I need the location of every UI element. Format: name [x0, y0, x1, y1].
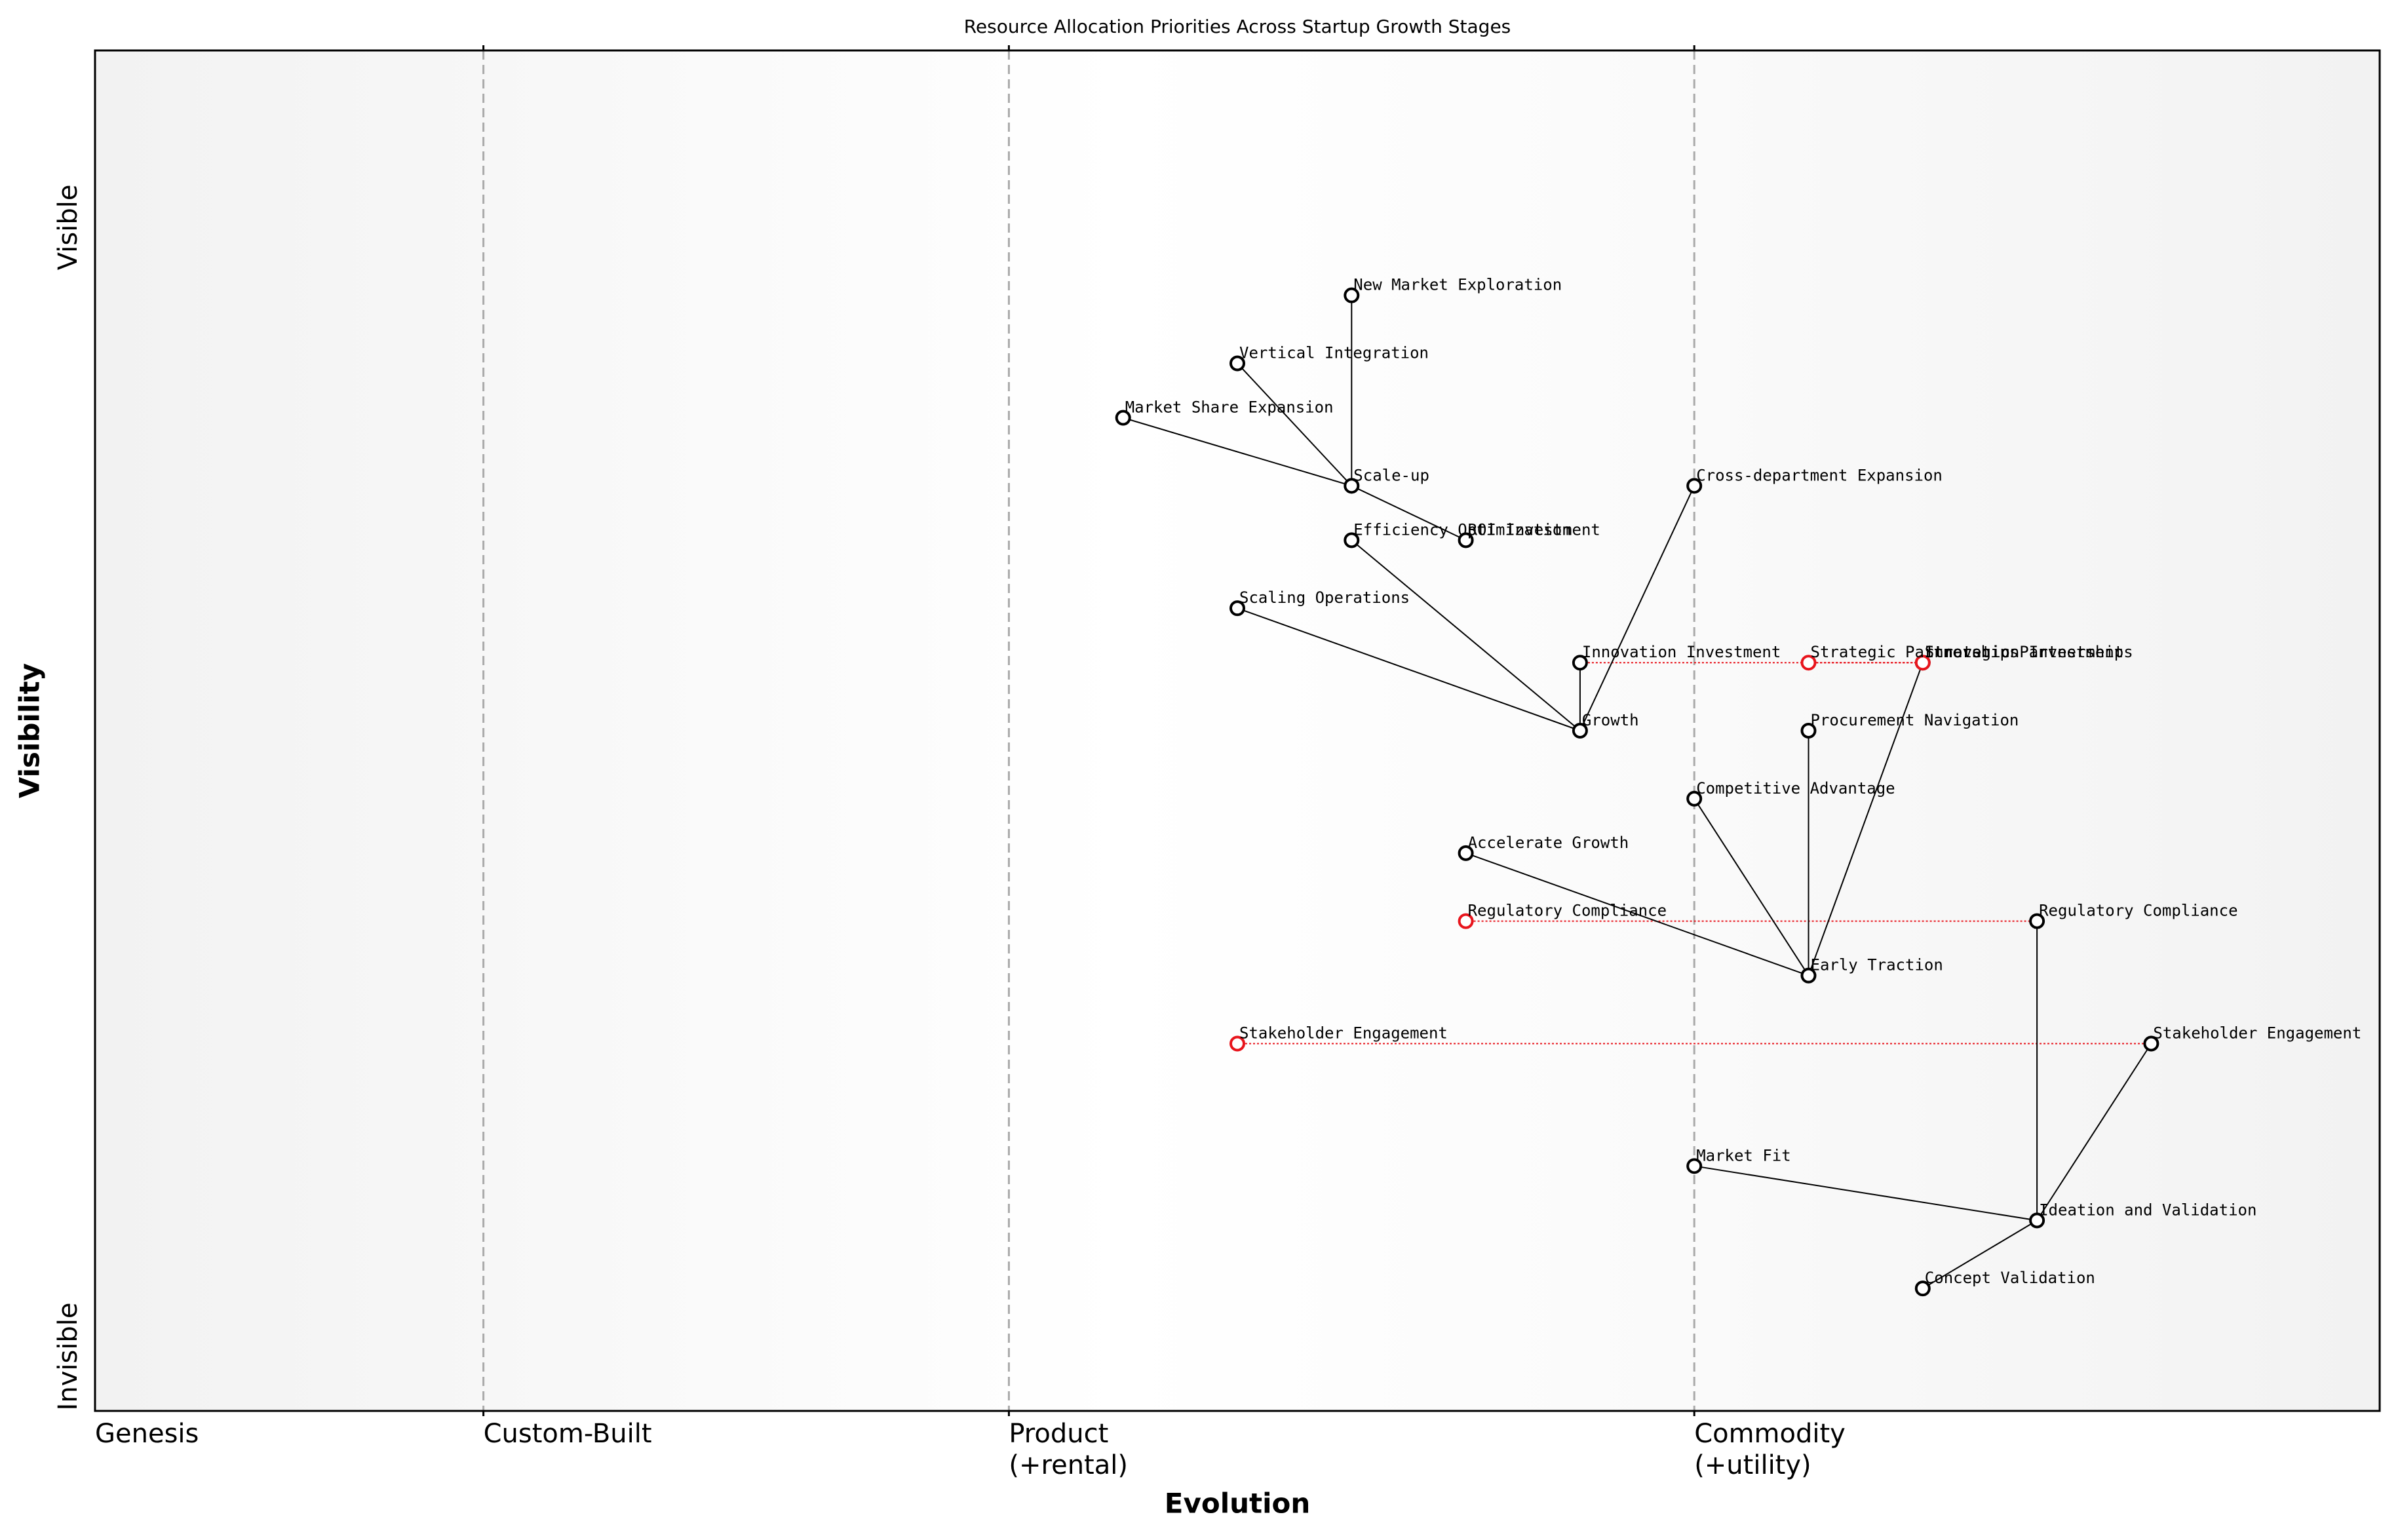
component-label: Growth	[1582, 711, 1639, 729]
component-node	[1914, 1280, 1931, 1297]
y-tick-label: Visible	[53, 185, 83, 271]
component-label: Early Traction	[1811, 956, 1943, 974]
component-node	[1800, 723, 1817, 739]
component-label: Strategic Partnerships	[1925, 643, 2133, 661]
component-node	[1458, 532, 1474, 549]
component-node	[1686, 478, 1703, 494]
dependency-link	[1351, 485, 1467, 541]
component-node	[1115, 410, 1131, 426]
component-node	[1229, 600, 1245, 617]
component-node	[1686, 790, 1703, 807]
dependency-link	[1808, 662, 1924, 976]
component-node	[1800, 655, 1817, 671]
component-node	[2029, 1212, 2045, 1229]
component-node	[1914, 655, 1931, 671]
dependency-link	[1579, 485, 1695, 731]
dependency-link	[1694, 1165, 2038, 1222]
component-node	[1229, 1035, 1245, 1052]
component-label: Stakeholder Engagement	[1239, 1024, 1448, 1042]
plot: New Market Exploration Vertical Integrati…	[482, 45, 2361, 1416]
component-node	[1344, 287, 1360, 303]
component-label: ROI Investment	[1468, 520, 1600, 539]
component-label: Regulatory Compliance	[1468, 902, 1667, 920]
component-label: Accelerate Growth	[1468, 834, 1629, 852]
dependency-link	[1123, 417, 1352, 487]
component-node	[1800, 967, 1817, 984]
component-label: Innovation Investment	[1582, 643, 1781, 661]
component-node	[1229, 355, 1245, 372]
component-label: Market Share Expansion	[1125, 398, 1334, 417]
component-node	[2143, 1035, 2159, 1052]
component-node	[1686, 1158, 1703, 1174]
component-node	[2029, 913, 2045, 929]
component-label: Cross-department Expansion	[1696, 466, 1943, 484]
component-node	[1572, 655, 1588, 671]
y-axis-title: Visibility	[14, 663, 46, 798]
component-node	[1458, 845, 1474, 861]
component-label: Efficiency Optimization	[1353, 520, 1571, 539]
component-label: Scaling Operations	[1239, 588, 1410, 607]
component-node	[1572, 723, 1588, 739]
component-label: Competitive Advantage	[1696, 779, 1895, 798]
x-tick-label: Custom-Built	[484, 1419, 652, 1449]
component-label: New Market Exploration	[1353, 276, 1562, 294]
component-label: Stakeholder Engagement	[2153, 1024, 2361, 1042]
dependency-link	[1351, 539, 1581, 731]
dependency-link	[1237, 362, 1353, 487]
component-label: Strategic Partnerships	[1811, 643, 2019, 661]
x-tick-label: Product (+rental)	[1009, 1419, 1128, 1480]
x-axis-title: Evolution	[1165, 1488, 1310, 1520]
dependency-link	[1465, 852, 1809, 976]
component-label: Procurement Navigation	[1811, 711, 2019, 729]
chart-title: Resource Allocation Priorities Across St…	[964, 16, 1511, 37]
component-label: Innovation Investment	[1925, 643, 2123, 661]
dependency-link	[2036, 1043, 2152, 1221]
dependency-link	[1922, 1220, 2038, 1290]
x-tick-label: Commodity (+utility)	[1694, 1419, 1846, 1480]
dependency-link	[1237, 607, 1581, 731]
component-node	[1344, 478, 1360, 494]
y-tick-label: Invisible	[53, 1302, 83, 1410]
component-label: Market Fit	[1696, 1146, 1791, 1165]
component-label: Scale-up	[1353, 466, 1429, 484]
component-label: Regulatory Compliance	[2039, 902, 2237, 920]
component-node	[1458, 913, 1474, 929]
component-label: Concept Validation	[1925, 1269, 2095, 1287]
component-node	[1344, 532, 1360, 549]
plot-background	[95, 50, 2380, 1411]
dependency-link	[1694, 798, 1810, 976]
plot-frame	[94, 49, 2381, 1412]
component-label: Vertical Integration	[1239, 343, 1429, 362]
x-tick-label: Genesis	[95, 1419, 199, 1449]
component-label: Ideation and Validation	[2039, 1201, 2256, 1219]
